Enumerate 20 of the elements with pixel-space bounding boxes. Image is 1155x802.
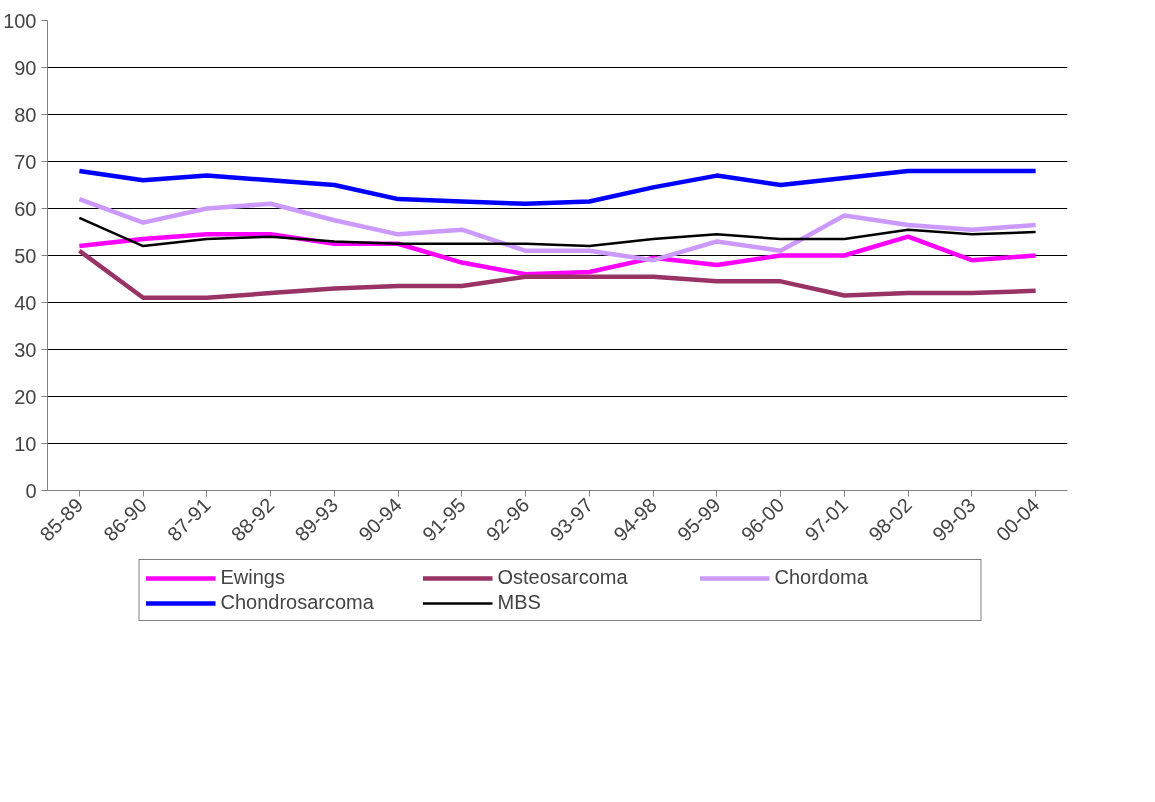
line-series [77, 196, 1038, 263]
line-series [78, 216, 1037, 248]
y-tick-label: 30 [14, 338, 37, 361]
legend-label: Chordoma [774, 566, 869, 589]
y-tick-label: 50 [14, 244, 37, 267]
y-tick-label: 60 [14, 197, 37, 220]
y-tick-label: 80 [14, 103, 37, 126]
y-tick-label: 40 [14, 291, 37, 314]
legend-label: Ewings [220, 566, 286, 589]
y-tick-label: 70 [14, 150, 37, 173]
y-tick-label: 20 [14, 385, 37, 408]
legend-label: MBS [497, 591, 542, 614]
y-tick-label: 100 [3, 9, 37, 32]
y-tick-label: 90 [14, 56, 37, 79]
y-tick-label: 0 [25, 479, 37, 502]
legend-label: Osteosarcoma [497, 566, 629, 589]
y-tick-label: 10 [14, 432, 37, 455]
legend-label: Chondrosarcoma [220, 591, 375, 614]
line-series [77, 168, 1038, 207]
line-series [77, 248, 1038, 301]
